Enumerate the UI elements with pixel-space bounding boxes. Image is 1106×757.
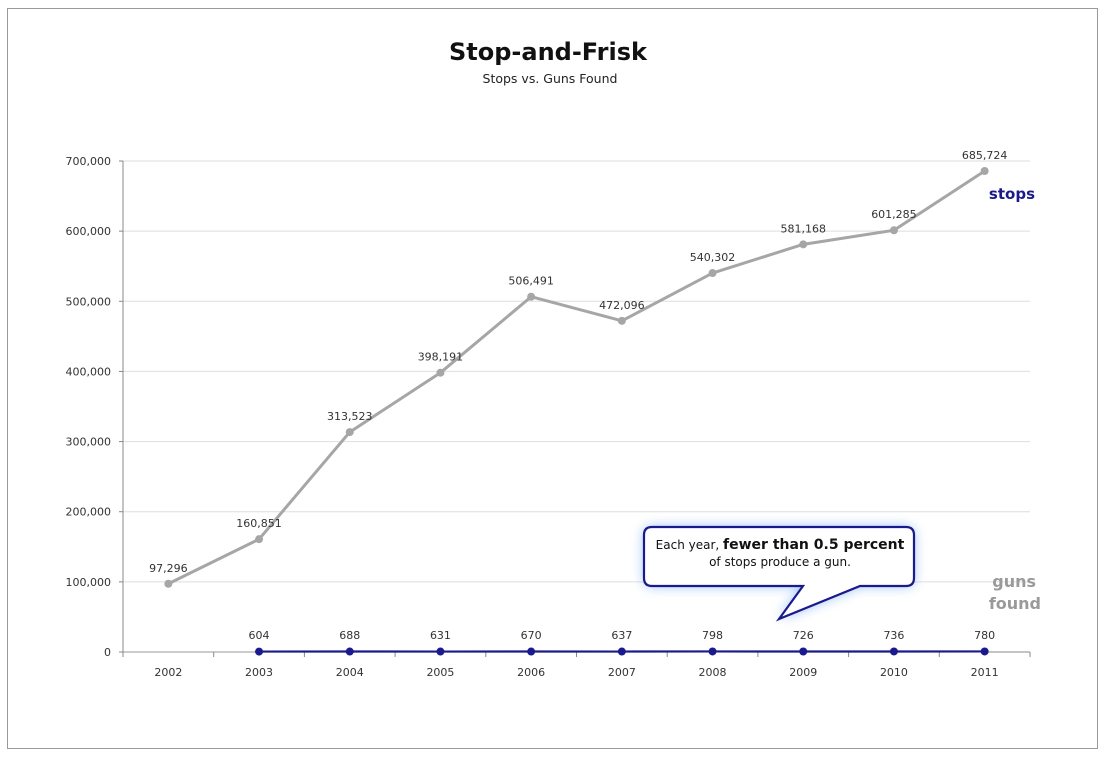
series-label-found: found xyxy=(989,594,1041,613)
stops-data-label: 472,096 xyxy=(599,299,645,312)
x-tick-label: 2003 xyxy=(245,666,273,679)
stops-data-label: 540,302 xyxy=(690,251,736,264)
guns-found-point xyxy=(255,647,264,656)
guns-found-data-label: 604 xyxy=(249,629,270,642)
guns-found-data-label: 637 xyxy=(611,629,632,642)
x-tick-label: 2011 xyxy=(971,666,999,679)
callout-bold: fewer than 0.5 percent xyxy=(723,537,905,553)
stops-point xyxy=(617,316,626,325)
y-tick-label: 100,000 xyxy=(66,576,112,589)
stops-point xyxy=(980,167,989,176)
y-tick-label: 0 xyxy=(104,646,111,659)
guns-found-point xyxy=(980,647,989,656)
guns-found-data-label: 631 xyxy=(430,629,451,642)
callout-prefix: Each year, xyxy=(655,538,720,552)
callout-bubble xyxy=(642,525,916,622)
callout xyxy=(642,525,916,622)
guns-found-data-label: 726 xyxy=(793,629,814,642)
series-label-guns: guns xyxy=(992,572,1036,591)
stops-point xyxy=(436,368,445,377)
stops-data-label: 685,724 xyxy=(962,149,1008,162)
stops-data-label: 313,523 xyxy=(327,410,373,423)
stops-point xyxy=(164,579,173,588)
stops-data-label: 601,285 xyxy=(871,208,917,221)
x-tick-label: 2009 xyxy=(789,666,817,679)
x-tick-label: 2010 xyxy=(880,666,908,679)
x-tick-label: 2008 xyxy=(699,666,727,679)
x-tick-label: 2005 xyxy=(426,666,454,679)
guns-found-point xyxy=(708,647,717,656)
y-tick-label: 200,000 xyxy=(66,506,112,519)
guns-found-point xyxy=(617,647,626,656)
guns-found-point xyxy=(799,647,808,656)
stops-point xyxy=(889,226,898,235)
stops-data-label: 97,296 xyxy=(149,562,188,575)
callout-line2: of stops produce a gun. xyxy=(709,555,851,569)
guns-found-data-label: 688 xyxy=(339,629,360,642)
stops-point xyxy=(527,292,536,301)
guns-found-point xyxy=(527,647,536,656)
guns-found-data-label: 670 xyxy=(521,629,542,642)
stops-data-label: 506,491 xyxy=(508,275,554,288)
guns-found-point xyxy=(345,647,354,656)
guns-found-point xyxy=(436,647,445,656)
x-tick-label: 2007 xyxy=(608,666,636,679)
y-tick-label: 500,000 xyxy=(66,295,112,308)
stops-data-label: 398,191 xyxy=(418,351,464,364)
stops-point xyxy=(255,535,264,544)
guns-found-data-label: 736 xyxy=(883,629,904,642)
callout-text: Each year, fewer than 0.5 percent of sto… xyxy=(648,537,912,571)
y-tick-label: 400,000 xyxy=(66,365,112,378)
series-label-stops: stops xyxy=(989,185,1035,203)
stops-data-label: 160,851 xyxy=(236,517,282,530)
axes: 0 100,000 200,000 300,000 400,000 500,000 600,… xyxy=(66,155,1031,679)
stops-point xyxy=(345,428,354,437)
y-tick-label: 600,000 xyxy=(66,225,112,238)
y-tick-label: 700,000 xyxy=(66,155,112,168)
x-tick-label: 2002 xyxy=(154,666,182,679)
guns-found-data-label: 798 xyxy=(702,629,723,642)
x-tick-label: 2004 xyxy=(336,666,364,679)
chart-subtitle: Stops vs. Guns Found xyxy=(483,71,618,86)
stops-point xyxy=(799,240,808,249)
chart-frame xyxy=(7,8,1098,749)
guns-found-point xyxy=(889,647,898,656)
series: 97,296 160,851 313,523 398,191 506,491 472,09… xyxy=(123,149,1007,656)
stops-point xyxy=(708,269,717,278)
y-tick-label: 300,000 xyxy=(66,436,112,449)
stops-data-label: 581,168 xyxy=(781,222,827,235)
stops-line xyxy=(167,169,986,586)
chart-title: Stop-and-Frisk xyxy=(449,38,648,66)
guns-found-data-label: 780 xyxy=(974,629,995,642)
x-tick-label: 2006 xyxy=(517,666,545,679)
